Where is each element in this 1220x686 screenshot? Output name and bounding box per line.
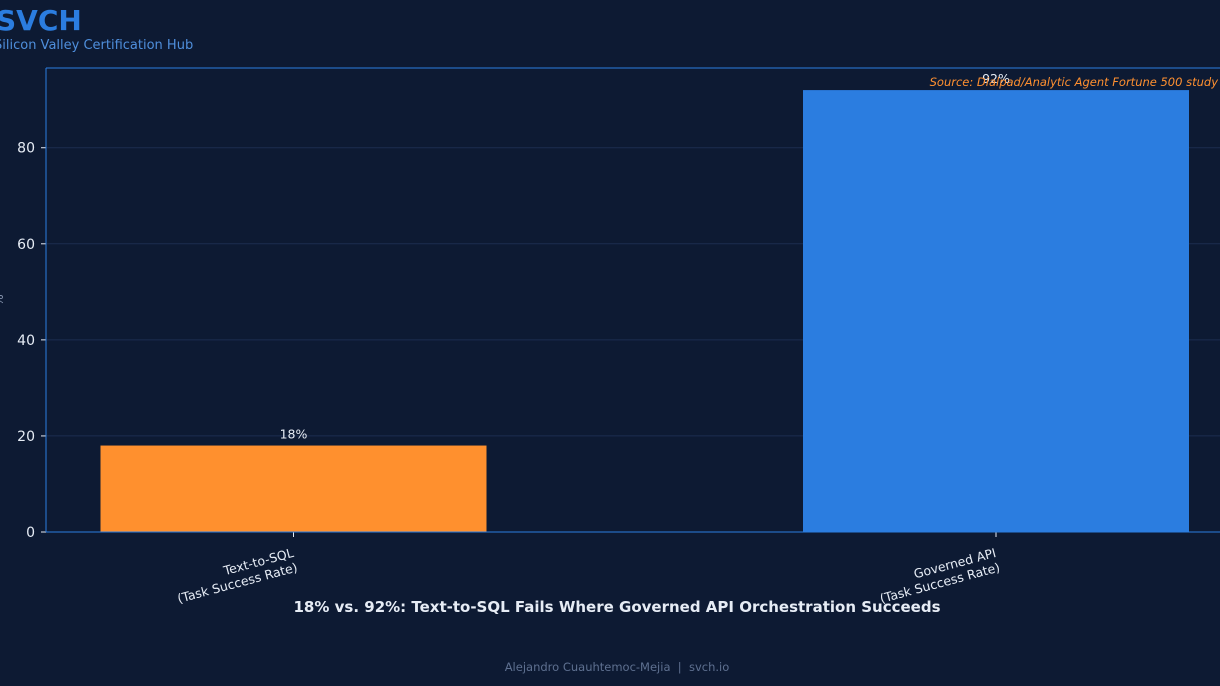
brand-logo: SVCH	[0, 4, 82, 37]
footer-credit: Alejandro Cuauhtemoc-Mejia | svch.io	[504, 660, 730, 674]
chart-title: 18% vs. 92%: Text-to-SQL Fails Where Gov…	[294, 598, 941, 616]
y-tick-label: 40	[17, 333, 35, 349]
bar-0	[100, 445, 487, 532]
bar-value-label: 18%	[280, 427, 308, 442]
y-tick-label: 20	[17, 429, 35, 445]
x-tick-label: Governed API(Task Success Rate)	[878, 545, 1001, 606]
brand-subtitle: Silicon Valley Certification Hub	[0, 38, 194, 53]
y-tick-label: 60	[17, 237, 35, 253]
y-tick-label: 80	[17, 141, 35, 157]
y-axis-label: %	[0, 294, 6, 305]
source-note: Source: Dialpad/Analytic Agent Fortune 5…	[930, 75, 1219, 89]
bar-value-label: 92%	[982, 71, 1010, 86]
x-tick-label: Text-to-SQL(Task Success Rate)	[176, 545, 299, 606]
y-tick-label: 0	[26, 525, 35, 541]
bar-1	[803, 90, 1189, 532]
